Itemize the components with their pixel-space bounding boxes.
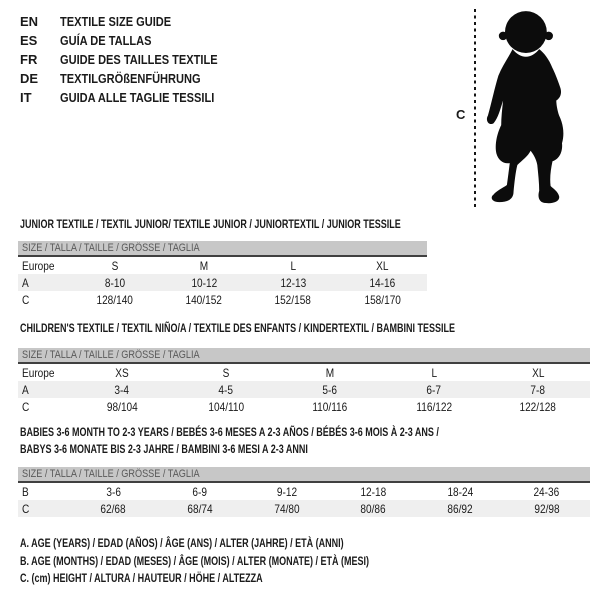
lang-code: EN [20, 14, 39, 29]
size-value: XL [531, 365, 545, 380]
height-value: 86/92 [447, 501, 473, 516]
height-value: 110/116 [312, 399, 348, 414]
lang-title: TEXTILE SIZE GUIDE [60, 14, 172, 29]
height-value: 104/110 [208, 399, 244, 414]
height-value: 158/170 [364, 292, 401, 307]
measurement-legend: A. AGE (YEARS) / EDAD (AÑOS) / ÂGE (ANS)… [20, 535, 485, 588]
height-value: 62/68 [100, 501, 126, 516]
babies-size-table: B 3-6 6-9 9-12 12-18 18-24 24-36 C 62/68… [18, 483, 590, 517]
size-value: M [199, 258, 209, 273]
table-row-age: A 3-4 4-5 5-6 6-7 7-8 [18, 381, 590, 398]
size-value: S [111, 258, 118, 273]
size-value: XL [376, 258, 389, 273]
lang-row-es: ES GUÍA DE TALLAS [20, 31, 245, 50]
height-value: 152/158 [274, 292, 312, 307]
height-dotted-line [474, 9, 476, 208]
table-row-height: C 62/68 68/74 74/80 80/86 86/92 92/98 [18, 500, 590, 517]
lang-row-it: IT GUIDA ALLE TAGLIE TESSILI [20, 88, 245, 107]
age-value: 6-7 [426, 382, 442, 397]
height-value: 116/122 [416, 399, 452, 414]
row-label: A [22, 275, 29, 290]
legend-line-c: C. (cm) HEIGHT / ALTURA / HAUTEUR / HÖHE… [20, 571, 263, 585]
table-row-age: A 8-10 10-12 12-13 14-16 [18, 274, 427, 291]
lang-row-de: DE TEXTILGRÖßENFÜHRUNG [20, 69, 245, 88]
lang-code: ES [20, 33, 38, 48]
age-value: 7-8 [530, 382, 546, 397]
row-label: Europe [22, 258, 55, 273]
age-value: 18-24 [447, 484, 473, 499]
table-row-europe: Europe XS S M L XL [18, 364, 590, 381]
row-label: C [22, 501, 30, 516]
age-value: 3-4 [114, 382, 130, 397]
lang-row-en: EN TEXTILE SIZE GUIDE [20, 12, 245, 31]
size-header-bar-junior: SIZE / TALLA / TAILLE / GRÖSSE / TAGLIA [18, 241, 427, 257]
lang-title: GUÍA DE TALLAS [60, 33, 152, 48]
table-row-europe: Europe S M L XL [18, 257, 427, 274]
table-row-height: C 128/140 140/152 152/158 158/170 [18, 291, 427, 308]
age-value: 4-5 [218, 382, 234, 397]
size-value: L [290, 258, 296, 273]
lang-row-fr: FR GUIDE DES TAILLES TEXTILE [20, 50, 245, 69]
lang-title: GUIDA ALLE TAGLIE TESSILI [60, 90, 215, 105]
row-label: B [22, 484, 29, 499]
junior-size-table: Europe S M L XL A 8-10 10-12 12-13 14-16… [18, 257, 427, 308]
section-title-babies: BABIES 3-6 MONTH TO 2-3 YEARS / BEBÉS 3-… [20, 425, 439, 456]
height-value: 68/74 [187, 501, 213, 516]
height-value: 74/80 [274, 501, 300, 516]
row-label: C [22, 292, 30, 307]
age-value: 8-10 [104, 275, 125, 290]
size-value: XS [115, 365, 129, 380]
children-size-table: Europe XS S M L XL A 3-4 4-5 5-6 6-7 7-8… [18, 364, 590, 415]
age-value: 12-13 [280, 275, 307, 290]
size-header-bar-babies: SIZE / TALLA / TAILLE / GRÖSSE / TAGLIA [18, 467, 590, 483]
section-title-children: CHILDREN'S TEXTILE / TEXTIL NIÑO/A / TEX… [20, 321, 456, 335]
age-value: 24-36 [533, 484, 560, 499]
row-label: C [22, 399, 30, 414]
lang-code: FR [20, 52, 38, 67]
height-value: 128/140 [96, 292, 133, 307]
height-value: 80/86 [360, 501, 386, 516]
legend-line-b: B. AGE (MONTHS) / EDAD (MESES) / ÂGE (MO… [20, 553, 369, 568]
height-value: 92/98 [534, 501, 560, 516]
age-value: 3-6 [106, 484, 121, 499]
age-value: 14-16 [369, 275, 396, 290]
height-value: 98/104 [106, 399, 138, 414]
lang-code: DE [20, 71, 39, 86]
table-row-height: C 98/104 104/110 110/116 116/122 122/128 [18, 398, 590, 415]
size-value: L [431, 365, 437, 380]
lang-title: TEXTILGRÖßENFÜHRUNG [60, 71, 201, 86]
age-value: 12-18 [360, 484, 387, 499]
baby-silhouette [486, 11, 564, 204]
age-value: 5-6 [322, 382, 338, 397]
height-value: 122/128 [519, 399, 557, 414]
height-label-c: C [456, 107, 466, 122]
row-label: Europe [22, 365, 55, 380]
row-label: A [22, 382, 29, 397]
size-header-bar-children: SIZE / TALLA / TAILLE / GRÖSSE / TAGLIA [18, 348, 590, 364]
size-value: M [325, 365, 335, 380]
age-value: 6-9 [192, 484, 208, 499]
table-row-age-months: B 3-6 6-9 9-12 12-18 18-24 24-36 [18, 483, 590, 500]
lang-code: IT [20, 90, 32, 105]
section-title-junior: JUNIOR TEXTILE / TEXTIL JUNIOR/ TEXTILE … [20, 217, 401, 231]
lang-title: GUIDE DES TAILLES TEXTILE [60, 52, 218, 67]
legend-line-a: A. AGE (YEARS) / EDAD (AÑOS) / ÂGE (ANS)… [20, 536, 344, 550]
size-value: S [222, 365, 230, 380]
height-value: 140/152 [185, 292, 223, 307]
language-title-list: EN TEXTILE SIZE GUIDE ES GUÍA DE TALLAS FR… [20, 12, 245, 107]
age-value: 10-12 [190, 275, 217, 290]
age-value: 9-12 [276, 484, 297, 499]
